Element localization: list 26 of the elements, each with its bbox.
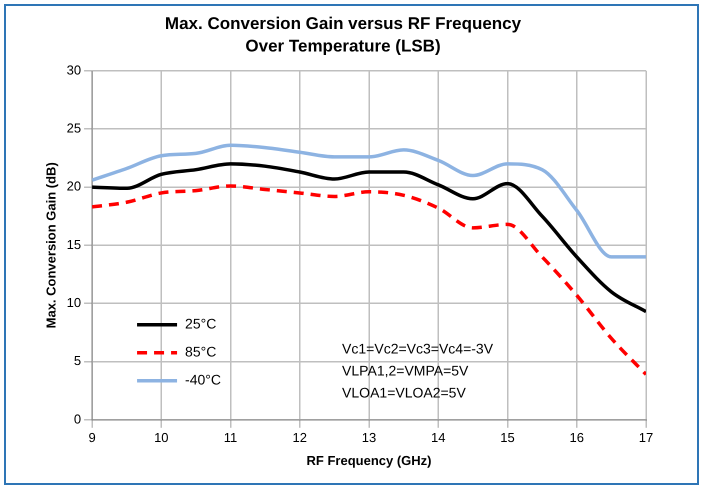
- y-tick-label: 15: [66, 236, 82, 252]
- y-axis-title: Max. Conversion Gain (dB): [43, 162, 58, 328]
- x-tick-label: 13: [362, 430, 376, 446]
- chart-title: Max. Conversion Gain versus RF Frequency: [164, 14, 522, 33]
- legend-label: -40°C: [185, 372, 222, 388]
- x-tick-label: 14: [431, 430, 446, 446]
- y-tick-label: 30: [66, 62, 82, 78]
- annotation: VLOA1=VLOA2=5V: [342, 384, 466, 401]
- y-tick-label: 20: [66, 178, 82, 194]
- legend-label: 25°C: [185, 316, 216, 332]
- x-tick-label: 17: [638, 430, 654, 446]
- x-tick-label: 15: [500, 430, 515, 446]
- y-tick-label: 10: [66, 295, 82, 310]
- y-tick-label: 0: [74, 411, 82, 426]
- annotation: VLPA1,2=VMPA=5V: [342, 362, 470, 379]
- y-tick-label: 5: [74, 353, 82, 368]
- x-tick-label: 12: [292, 430, 308, 446]
- y-tick-label: 25: [66, 120, 82, 136]
- x-tick-label: 11: [224, 430, 238, 446]
- x-tick-label: 10: [154, 430, 169, 446]
- x-tick-label: 16: [570, 430, 584, 446]
- chart-subtitle: Over Temperature (LSB): [245, 36, 441, 56]
- x-axis-title: RF Frequency (GHz): [306, 452, 432, 468]
- x-tick-label: 9: [88, 430, 96, 446]
- legend-label: 85°C: [185, 344, 216, 360]
- annotation: Vc1=Vc2=Vc3=Vc4=-3V: [342, 340, 494, 357]
